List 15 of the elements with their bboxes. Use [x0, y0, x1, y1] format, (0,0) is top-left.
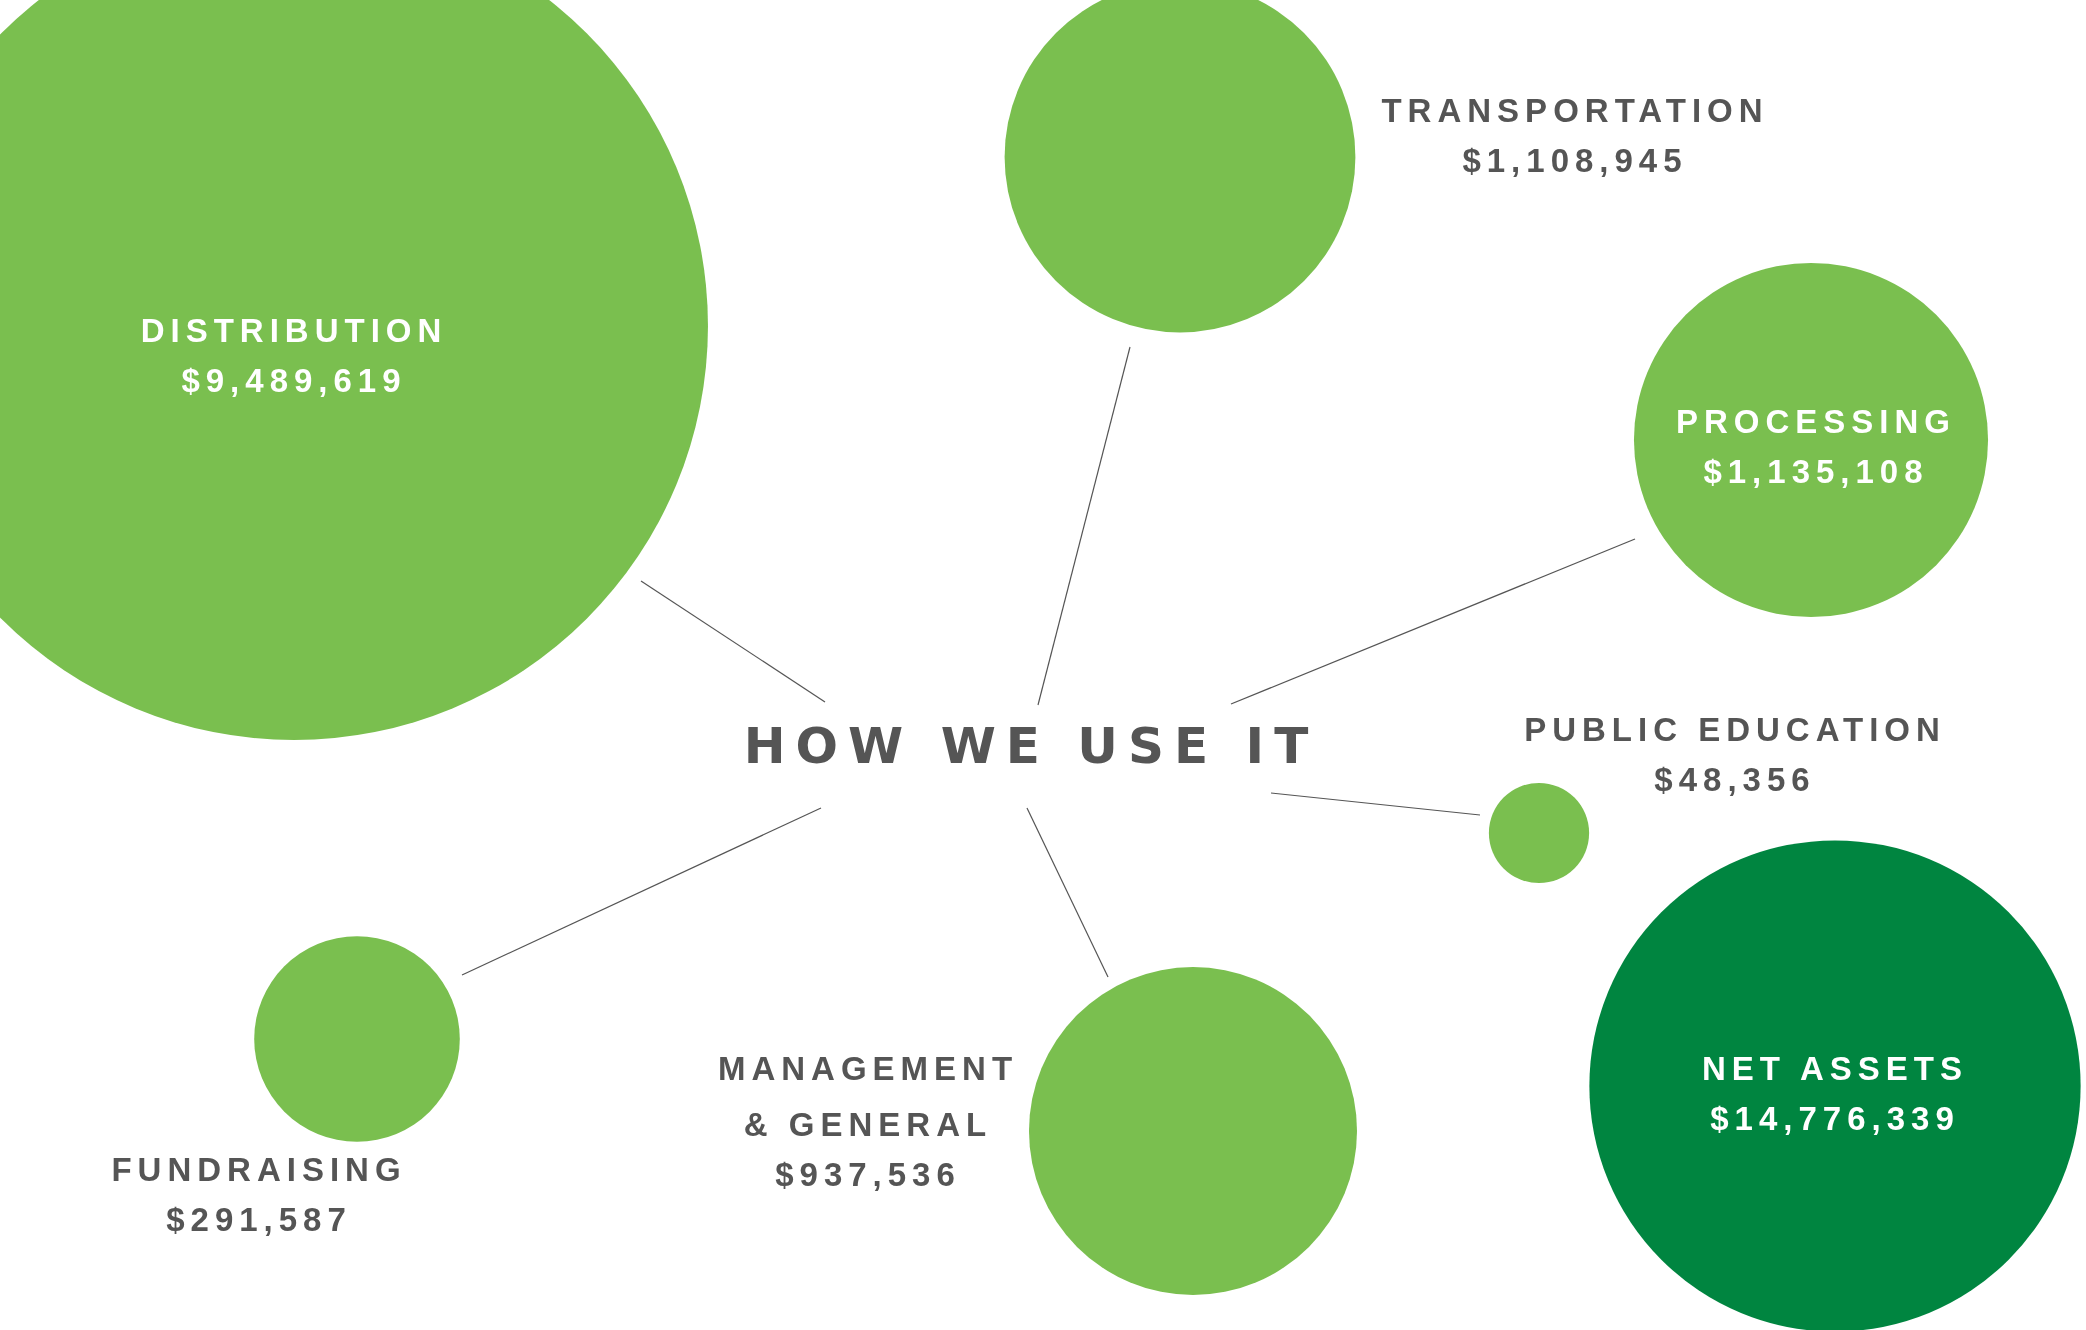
category-label: FUNDRAISING: [111, 1150, 407, 1188]
category-label: NET ASSETS: [1702, 1049, 1968, 1087]
category-label: TRANSPORTATION: [1381, 91, 1769, 129]
data-label: $14,776,339: [1710, 1099, 1960, 1137]
data-label: $1,108,945: [1462, 141, 1688, 179]
data-label: $291,587: [166, 1200, 352, 1238]
data-label: $1,135,108: [1703, 452, 1929, 490]
data-label: $9,489,619: [181, 361, 407, 399]
text: HOW WE USE IT: [743, 716, 1319, 775]
category-label: PUBLIC EDUCATION: [1524, 710, 1946, 748]
data-label: $48,356: [1654, 760, 1816, 798]
category-label: MANAGEMENT & GENERAL: [717, 1049, 1019, 1143]
category-label: PROCESSING: [1675, 402, 1957, 440]
category-label: DISTRIBUTION: [140, 311, 448, 349]
data-label: $937,536: [775, 1155, 961, 1193]
